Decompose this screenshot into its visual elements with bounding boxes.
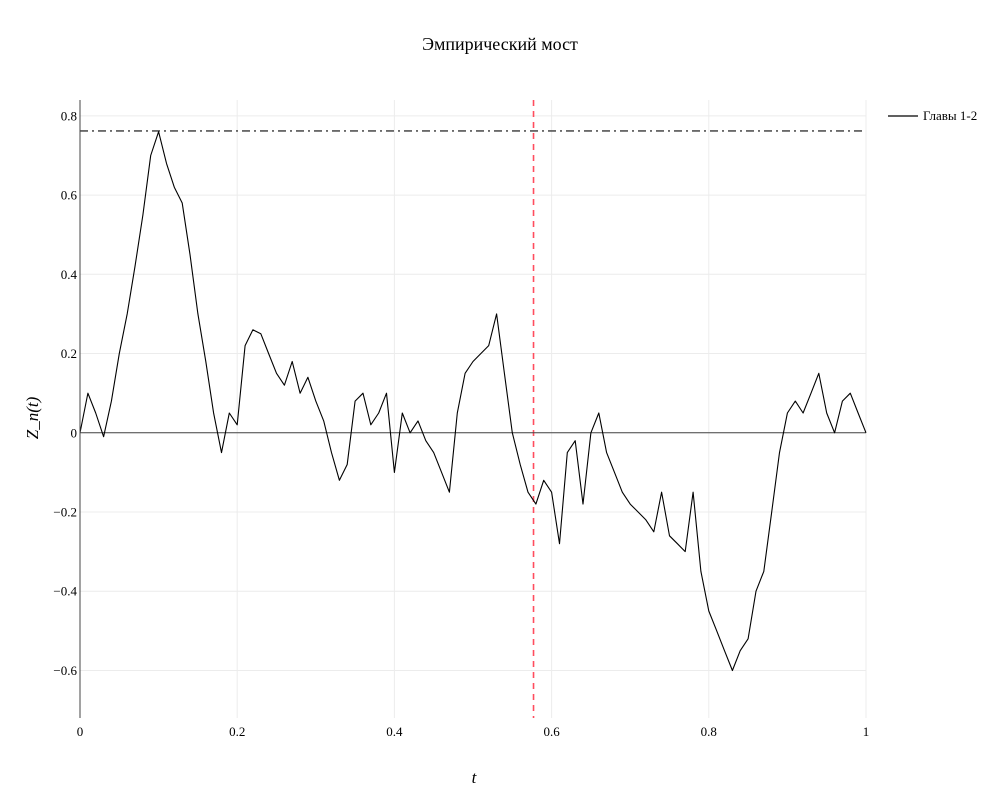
y-tick-label: 0.2 bbox=[61, 346, 77, 361]
y-tick-label: −0.4 bbox=[53, 584, 77, 599]
legend-label: Главы 1-2 bbox=[923, 108, 977, 123]
y-tick-label: 0.8 bbox=[61, 108, 77, 123]
legend[interactable]: Главы 1-2 bbox=[888, 108, 977, 123]
y-tick-label: 0 bbox=[71, 425, 78, 440]
y-tick-label: 0.6 bbox=[61, 188, 78, 203]
x-tick-label: 0.6 bbox=[543, 724, 560, 739]
grid bbox=[79, 100, 867, 718]
tick-labels: 0 0.2 0.4 0.6 0.8 1 −0.6 −0.4 −0.2 0 0.2 0.4 0.6 0.8 bbox=[53, 108, 869, 739]
chart-title: Эмпирический мост bbox=[422, 34, 578, 54]
y-axis-label: Z_n(t) bbox=[23, 396, 42, 439]
series-layer bbox=[79, 131, 867, 672]
x-tick-label: 0.8 bbox=[701, 724, 717, 739]
y-tick-label: −0.6 bbox=[53, 663, 77, 678]
y-tick-label: −0.2 bbox=[53, 505, 77, 520]
reference-lines bbox=[80, 100, 866, 718]
x-tick-label: 0.4 bbox=[386, 724, 403, 739]
series-line bbox=[79, 131, 867, 672]
x-tick-label: 1 bbox=[863, 724, 870, 739]
x-axis-label: t bbox=[472, 768, 478, 787]
x-tick-label: 0.2 bbox=[229, 724, 245, 739]
y-tick-label: 0.4 bbox=[61, 267, 78, 282]
x-tick-label: 0 bbox=[77, 724, 84, 739]
